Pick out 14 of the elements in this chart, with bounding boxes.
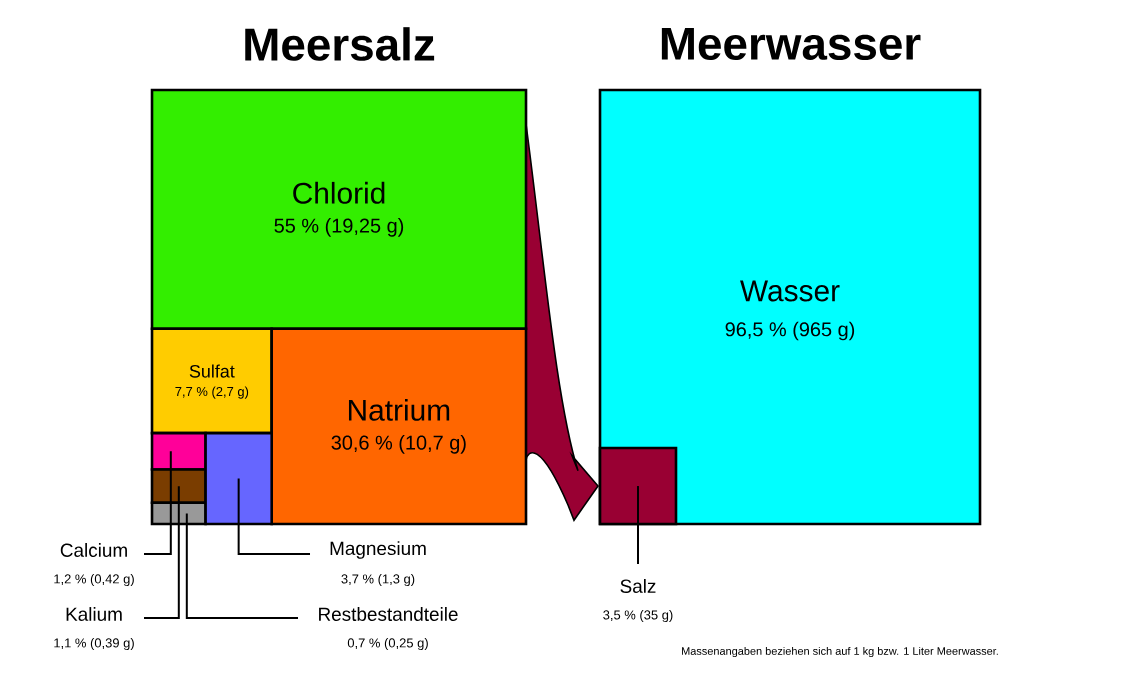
- category-label: Natrium: [348, 398, 450, 421]
- data-label: 96,5 % (965 g): [725, 321, 855, 341]
- category-label: Sulfat: [189, 364, 235, 378]
- category-label: Salz: [620, 579, 656, 593]
- category-label: Calcium: [60, 543, 127, 557]
- category-label: Restbestandteile: [319, 607, 458, 621]
- text: Meerwasser: [661, 28, 921, 60]
- data-label: 30,6 % (10,7 g): [331, 435, 466, 454]
- category-label: Magnesium: [330, 541, 426, 559]
- category-label: Kalium: [66, 607, 122, 621]
- text: Meersalz: [245, 27, 435, 61]
- data-label: 55 % (19,25 g): [274, 218, 404, 237]
- category-label: Wasser: [740, 280, 840, 302]
- category-label: Chlorid: [293, 181, 385, 204]
